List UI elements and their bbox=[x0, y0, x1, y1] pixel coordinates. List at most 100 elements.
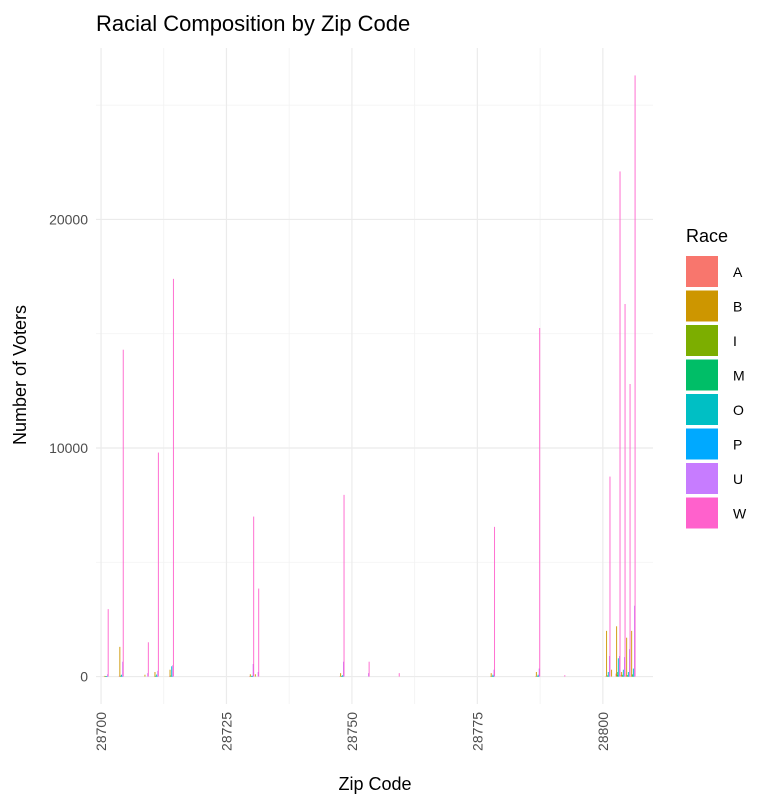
bar-m bbox=[632, 674, 634, 677]
bar-p bbox=[252, 676, 254, 677]
bar-b bbox=[154, 672, 156, 677]
x-axis-ticks: 28700 28725 28750 28775 28800 bbox=[93, 712, 611, 751]
bar-m bbox=[105, 676, 107, 677]
chart-title: Racial Composition by Zip Code bbox=[96, 11, 410, 36]
bar-m bbox=[491, 676, 493, 677]
y-tick-label: 20000 bbox=[49, 211, 88, 227]
legend-label-i: I bbox=[733, 333, 737, 349]
bar-u bbox=[343, 661, 344, 677]
bar-u bbox=[147, 673, 149, 677]
bar-a bbox=[630, 675, 632, 677]
x-tick-label: 28800 bbox=[595, 712, 611, 751]
bar-b bbox=[340, 673, 342, 677]
grid bbox=[96, 48, 653, 704]
bar-i bbox=[104, 676, 106, 677]
bar-w bbox=[564, 675, 566, 677]
bar-w bbox=[107, 609, 109, 677]
bar-w bbox=[629, 384, 631, 677]
bar-a bbox=[620, 675, 622, 677]
legend-key-m bbox=[686, 359, 718, 391]
legend-key-b bbox=[686, 290, 718, 322]
bar-o bbox=[627, 672, 629, 677]
bar-w bbox=[398, 673, 400, 677]
bar-m bbox=[607, 675, 609, 677]
legend: Race A B I M O P U W bbox=[686, 226, 747, 529]
legend-label-p: P bbox=[733, 437, 742, 453]
bar-u bbox=[122, 661, 124, 677]
bar-i bbox=[340, 676, 342, 677]
bar-a bbox=[605, 675, 607, 677]
y-axis-label: Number of Voters bbox=[10, 305, 30, 445]
legend-key-o bbox=[686, 394, 718, 425]
bar-i bbox=[536, 676, 538, 677]
bar-w bbox=[172, 278, 174, 677]
bar-u bbox=[624, 657, 625, 677]
bar-i bbox=[155, 675, 156, 677]
bar-p bbox=[171, 676, 173, 677]
bar-m bbox=[341, 676, 343, 677]
bar-i bbox=[170, 675, 172, 677]
bar-i bbox=[621, 675, 623, 677]
bar-m bbox=[120, 676, 122, 677]
bar-m bbox=[537, 676, 538, 677]
bar-w bbox=[624, 304, 626, 677]
bar-m bbox=[155, 675, 157, 677]
bar-w bbox=[494, 526, 496, 677]
y-axis-ticks: 0 10000 20000 bbox=[49, 211, 88, 684]
legend-label-a: A bbox=[733, 264, 743, 280]
bar-u bbox=[608, 656, 610, 677]
bar-p bbox=[623, 676, 625, 677]
legend-title: Race bbox=[686, 226, 728, 246]
bar-o bbox=[607, 672, 609, 677]
bar-u bbox=[252, 664, 254, 677]
bar-u bbox=[634, 605, 635, 677]
bar-m bbox=[622, 674, 624, 677]
bar-a bbox=[249, 676, 251, 677]
bar-p bbox=[538, 676, 540, 677]
bar-u bbox=[619, 656, 620, 677]
bar-o bbox=[171, 666, 173, 677]
bar-w bbox=[368, 661, 370, 677]
bar-i bbox=[606, 675, 608, 677]
x-tick-label: 28700 bbox=[93, 712, 109, 751]
legend-key-i bbox=[686, 325, 718, 356]
bar-o bbox=[121, 674, 122, 677]
bar-a bbox=[339, 676, 341, 677]
bar-o bbox=[251, 675, 253, 677]
bar-b bbox=[631, 630, 633, 677]
bar-p bbox=[608, 676, 610, 677]
bar-m bbox=[170, 675, 172, 677]
bar-b bbox=[169, 669, 171, 677]
bar-w bbox=[539, 328, 541, 677]
bar-u bbox=[493, 669, 495, 677]
legend-key-p bbox=[686, 428, 718, 460]
bar-b bbox=[119, 646, 121, 677]
bar-b bbox=[616, 626, 618, 677]
bar-p bbox=[618, 675, 620, 677]
bar-b bbox=[626, 637, 628, 677]
bar-o bbox=[632, 668, 634, 677]
bar-p bbox=[156, 676, 158, 677]
legend-key-a bbox=[686, 256, 718, 287]
bar-b bbox=[490, 673, 492, 677]
bar-w bbox=[147, 642, 149, 677]
legend-items: A B I M O P U W bbox=[686, 256, 747, 529]
bar-u bbox=[629, 649, 630, 677]
legend-key-w bbox=[686, 497, 718, 529]
bar-i bbox=[626, 675, 628, 677]
legend-label-u: U bbox=[733, 471, 743, 487]
bar-b bbox=[254, 674, 256, 677]
bar-p bbox=[628, 676, 630, 677]
bar-a bbox=[103, 676, 105, 677]
bar-a bbox=[118, 675, 120, 677]
bar-u bbox=[157, 670, 159, 677]
x-tick-label: 28750 bbox=[344, 712, 360, 751]
bar-u bbox=[257, 672, 259, 677]
bar-i bbox=[616, 675, 618, 677]
legend-key-u bbox=[686, 463, 718, 494]
bar-w bbox=[619, 171, 621, 677]
bar-w bbox=[343, 494, 345, 677]
bar-i bbox=[250, 676, 252, 677]
bar-i bbox=[119, 675, 121, 677]
